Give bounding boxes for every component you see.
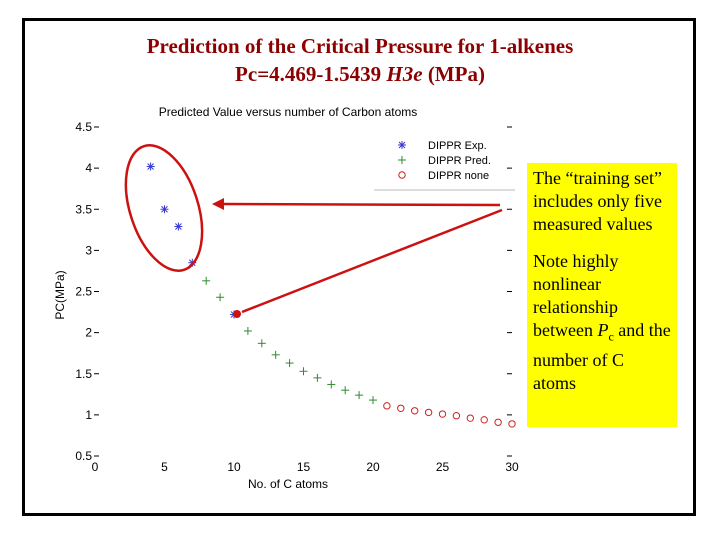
- y-tick-label: 4: [85, 161, 92, 175]
- callout-nonlinear-b: and the number of C atoms: [533, 320, 671, 393]
- arrowhead-ellipse: [212, 198, 224, 210]
- circle-marker: [411, 407, 419, 415]
- data-point: [341, 386, 350, 395]
- circle-marker: [424, 408, 433, 417]
- data-point: [174, 222, 183, 231]
- star-marker-d2: [161, 205, 168, 213]
- legend-marker: [398, 141, 406, 149]
- data-point: [160, 205, 169, 214]
- circle-marker: [452, 411, 461, 420]
- circle-marker: [383, 402, 391, 410]
- title-line-2: Pc=4.469-1.5439 H3e (MPa): [40, 60, 680, 88]
- slide-title: Prediction of the Critical Pressure for …: [40, 32, 680, 88]
- data-point: [216, 293, 225, 302]
- x-tick-label: 20: [366, 460, 380, 474]
- callout-var-sub: c: [608, 329, 614, 344]
- arrow-to-point: [241, 208, 503, 314]
- callout-nonlinear: Note highly nonlinear relationship betwe…: [533, 250, 671, 395]
- data-point: [202, 276, 211, 285]
- data-point: [383, 402, 391, 410]
- data-point: [452, 411, 461, 420]
- data-point: [397, 404, 405, 412]
- callout-training-set: The “training set” includes only five me…: [533, 168, 662, 234]
- data-point: [285, 359, 294, 368]
- data-point: [508, 420, 516, 428]
- star-marker-d2: [147, 163, 154, 170]
- circle-marker: [494, 418, 502, 426]
- star-marker-d2: [398, 141, 406, 149]
- slide-frame: [22, 18, 696, 516]
- data-point: [411, 407, 419, 415]
- data-point: [257, 339, 266, 348]
- title-formula-suffix: (MPa): [422, 62, 485, 86]
- callout-var: P: [597, 320, 609, 340]
- y-tick-label: 1: [85, 408, 92, 422]
- data-point: [299, 367, 308, 376]
- x-tick-label: 10: [227, 460, 241, 474]
- training-set-ellipse: [124, 144, 204, 272]
- y-tick-label: 3.5: [75, 202, 92, 216]
- star-marker-d2: [175, 223, 182, 230]
- callout-box: The “training set” includes only five me…: [527, 163, 677, 427]
- data-point: [466, 414, 474, 422]
- y-tick-label: 1.5: [75, 367, 92, 381]
- x-tick-label: 30: [505, 460, 519, 474]
- x-tick-label: 25: [436, 460, 450, 474]
- data-point: [243, 326, 252, 335]
- x-tick-label: 15: [297, 460, 311, 474]
- callout-nonlinear-a: Note highly nonlinear relationship betwe…: [533, 251, 619, 340]
- data-point: [327, 380, 336, 389]
- y-tick-label: 2: [85, 326, 92, 340]
- circle-marker: [466, 414, 474, 422]
- data-point: [480, 416, 488, 424]
- title-formula-italic: H3e: [386, 62, 423, 86]
- legend-marker: [398, 156, 406, 164]
- arrow-dot: [233, 310, 241, 318]
- legend-label: DIPPR Exp.: [428, 140, 487, 152]
- data-point: [438, 410, 447, 418]
- legend-label: DIPPR Pred.: [428, 155, 491, 167]
- y-axis-label: PC(MPa): [53, 270, 67, 319]
- data-point: [494, 418, 502, 426]
- title-line-1: Prediction of the Critical Pressure for …: [146, 34, 574, 58]
- y-tick-label: 2.5: [75, 285, 92, 299]
- y-tick-label: 0.5: [75, 449, 92, 463]
- circle-marker: [508, 420, 516, 428]
- data-point: [271, 350, 280, 359]
- data-point: [424, 408, 433, 417]
- x-axis-label: No. of C atoms: [248, 477, 328, 491]
- circle-marker: [397, 404, 405, 412]
- y-tick-label: 4.5: [75, 120, 92, 134]
- x-tick-label: 5: [161, 460, 168, 474]
- chart-title: Predicted Value versus number of Carbon …: [159, 105, 418, 119]
- arrow-to-ellipse: [221, 202, 501, 207]
- legend-marker: [398, 171, 406, 179]
- y-tick-label: 3: [85, 243, 92, 257]
- circle-marker: [398, 171, 406, 179]
- circle-marker: [438, 410, 447, 418]
- data-point: [369, 396, 377, 405]
- data-point: [313, 373, 322, 382]
- data-point: [146, 162, 155, 171]
- data-point: [355, 391, 364, 400]
- circle-marker: [480, 416, 488, 424]
- title-formula-prefix: Pc=4.469-1.5439: [235, 62, 387, 86]
- legend-label: DIPPR none: [428, 170, 489, 182]
- x-tick-label: 0: [92, 460, 99, 474]
